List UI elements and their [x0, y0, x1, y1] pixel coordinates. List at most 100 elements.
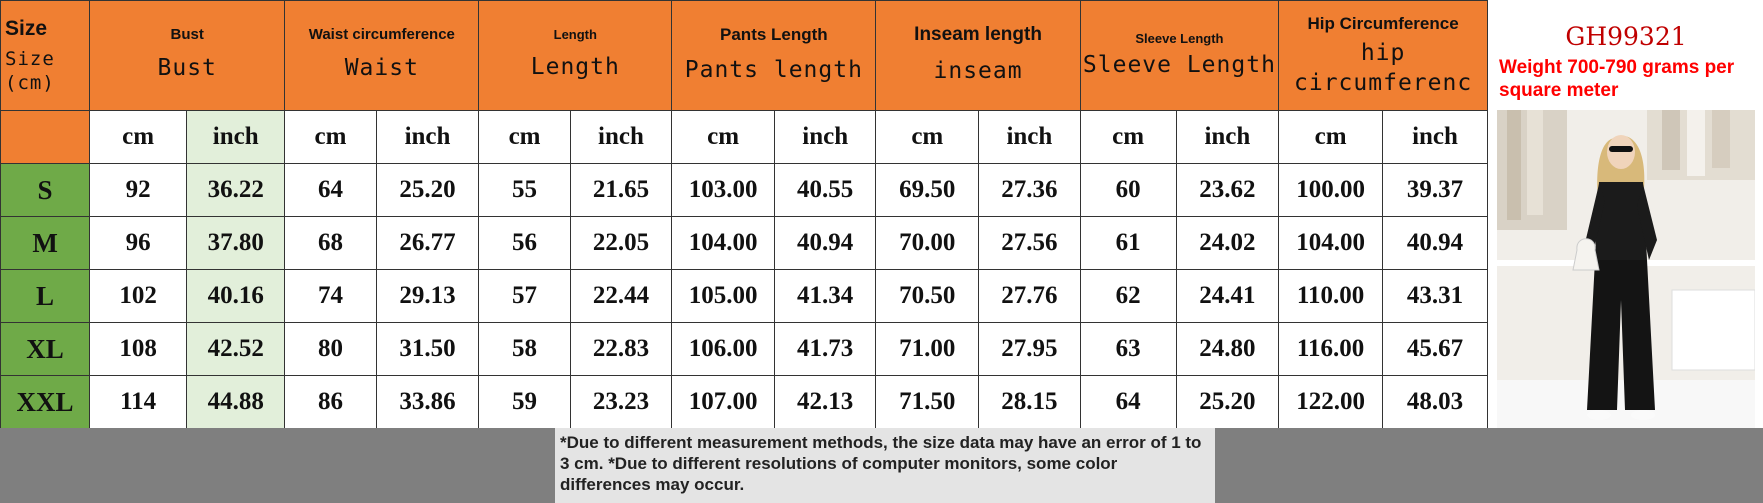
hip-header: Hip Circumference hip circumferenc — [1278, 0, 1488, 111]
cm-value: 80 — [284, 322, 377, 376]
cm-value: 74 — [284, 269, 377, 323]
model-illustration — [1497, 110, 1755, 428]
inch-value: 41.34 — [773, 269, 877, 323]
product-panel: GH99321 Weight 700-790 grams per square … — [1489, 0, 1763, 428]
cm-value: 96 — [89, 216, 188, 270]
size-chart: Size Size (cm) Bust Bust Waist circumfere… — [0, 0, 1489, 429]
waist-header-cn: Waist — [344, 55, 419, 81]
inch-value: 27.36 — [978, 163, 1081, 217]
cm-value: 59 — [478, 375, 571, 429]
inch-value: 40.94 — [1381, 216, 1489, 270]
pants-length-header: Pants Length Pants length — [671, 0, 877, 111]
size-label: L — [0, 269, 91, 323]
size-header-cn: Size (cm) — [5, 47, 55, 94]
cm-value: 86 — [284, 375, 377, 429]
cm-value: 103.00 — [671, 163, 775, 217]
bust-header-en: Bust — [170, 26, 204, 43]
table-row: L 102 40.16 74 29.13 57 22.44 105.00 41.34 70.50 2… — [0, 269, 1489, 323]
inch-value: 22.44 — [569, 269, 673, 323]
cm-value: 55 — [478, 163, 571, 217]
inch-value: 24.80 — [1175, 322, 1280, 376]
cm-value: 92 — [89, 163, 188, 217]
table-row: XL 108 42.52 80 31.50 58 22.83 106.00 41.73 71.00… — [0, 322, 1489, 376]
table-row: M 96 37.80 68 26.77 56 22.05 104.00 40.94 70.00 27… — [0, 216, 1489, 270]
cm-value: 100.00 — [1278, 163, 1383, 217]
unit-row: cm inch cm inch cm inch cm inch cm inch … — [0, 110, 1489, 164]
inseam-header: Inseam length inseam — [875, 0, 1081, 111]
hip-header-en: Hip Circumference — [1307, 13, 1459, 33]
product-photo — [1497, 110, 1755, 428]
inch-value: 40.16 — [186, 269, 286, 323]
inch-value: 27.95 — [978, 322, 1081, 376]
cm-value: 62 — [1079, 269, 1177, 323]
footer-backdrop — [555, 428, 1215, 503]
inch-value: 44.88 — [186, 375, 286, 429]
cm-value: 70.50 — [875, 269, 980, 323]
cm-value: 58 — [478, 322, 571, 376]
cm-value: 106.00 — [671, 322, 775, 376]
size-header: Size Size (cm) — [0, 0, 91, 111]
unit-cm: cm — [1278, 110, 1383, 164]
waist-header: Waist circumference Waist — [284, 0, 480, 111]
inch-value: 21.65 — [569, 163, 673, 217]
inch-value: 42.52 — [186, 322, 286, 376]
length-header-cn: Length — [530, 54, 620, 80]
length-header-en: Length — [553, 27, 597, 42]
size-label: XXL — [0, 375, 91, 429]
inseam-header-en: Inseam length — [914, 23, 1042, 45]
inch-value: 22.83 — [569, 322, 673, 376]
unit-cm: cm — [284, 110, 377, 164]
inch-value: 28.15 — [978, 375, 1081, 429]
cm-value: 68 — [284, 216, 377, 270]
cm-value: 122.00 — [1278, 375, 1383, 429]
size-header-en: Size — [5, 16, 48, 40]
inch-value: 36.22 — [186, 163, 286, 217]
table-row: S 92 36.22 64 25.20 55 21.65 103.00 40.55 69.50 27… — [0, 163, 1489, 217]
unit-inch: inch — [569, 110, 673, 164]
unit-inch: inch — [1381, 110, 1489, 164]
unit-cm: cm — [671, 110, 775, 164]
pants-length-header-en: Pants Length — [720, 24, 828, 44]
inch-value: 25.20 — [1175, 375, 1280, 429]
cm-value: 64 — [1079, 375, 1177, 429]
bust-header-cn: Bust — [157, 55, 217, 81]
unit-inch: inch — [773, 110, 877, 164]
inch-value: 23.62 — [1175, 163, 1280, 217]
inch-value: 31.50 — [375, 322, 480, 376]
cm-value: 104.00 — [671, 216, 775, 270]
cm-value: 57 — [478, 269, 571, 323]
inch-value: 25.20 — [375, 163, 480, 217]
inch-value: 27.76 — [978, 269, 1081, 323]
unit-cm: cm — [1079, 110, 1177, 164]
cm-value: 107.00 — [671, 375, 775, 429]
unit-cm: cm — [89, 110, 188, 164]
inseam-header-cn: inseam — [933, 57, 1023, 84]
fabric-weight: Weight 700-790 grams per square meter — [1499, 57, 1735, 101]
unit-inch: inch — [1175, 110, 1280, 164]
cm-value: 69.50 — [875, 163, 980, 217]
length-header: Length Length — [478, 0, 673, 111]
inch-value: 29.13 — [375, 269, 480, 323]
unit-inch: inch — [186, 110, 286, 164]
cm-value: 105.00 — [671, 269, 775, 323]
bust-header: Bust Bust — [89, 0, 286, 111]
unit-inch: inch — [375, 110, 480, 164]
inch-value: 42.13 — [773, 375, 877, 429]
inch-value: 24.41 — [1175, 269, 1280, 323]
sleeve-header: Sleeve Length Sleeve Length — [1079, 0, 1280, 111]
size-label: M — [0, 216, 91, 270]
cm-value: 114 — [89, 375, 188, 429]
unit-inch: inch — [978, 110, 1081, 164]
inch-value: 39.37 — [1381, 163, 1489, 217]
cm-value: 71.00 — [875, 322, 980, 376]
inch-value: 22.05 — [569, 216, 673, 270]
inch-value: 24.02 — [1175, 216, 1280, 270]
cm-value: 70.00 — [875, 216, 980, 270]
table-row: XXL 114 44.88 86 33.86 59 23.23 107.00 42.13 71.5… — [0, 375, 1489, 429]
cm-value: 60 — [1079, 163, 1177, 217]
inch-value: 40.55 — [773, 163, 877, 217]
inch-value: 26.77 — [375, 216, 480, 270]
unit-cm: cm — [875, 110, 980, 164]
inch-value: 45.67 — [1381, 322, 1489, 376]
cm-value: 56 — [478, 216, 571, 270]
